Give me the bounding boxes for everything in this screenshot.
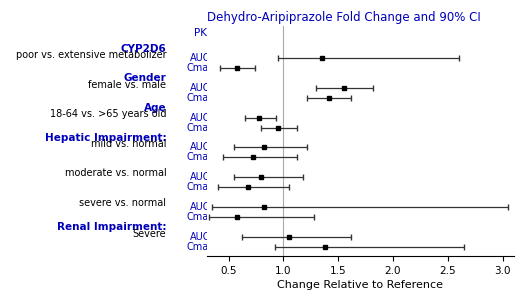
Text: Severe: Severe [133,228,166,238]
Text: Dehydro-Aripiprazole Fold Change and 90% CI: Dehydro-Aripiprazole Fold Change and 90%… [206,11,481,24]
Text: Cmax: Cmax [187,123,215,133]
Text: 18-64 vs. >65 years old: 18-64 vs. >65 years old [50,109,166,119]
Text: mild vs. normal: mild vs. normal [91,139,166,149]
Text: AUC: AUC [190,142,211,153]
Text: AUC: AUC [190,172,211,182]
Text: moderate vs. normal: moderate vs. normal [64,168,166,178]
Text: Cmax: Cmax [187,152,215,162]
Text: poor vs. extensive metabolizer: poor vs. extensive metabolizer [16,50,166,60]
Text: Cmax: Cmax [187,93,215,103]
Text: AUC: AUC [190,83,211,93]
Text: Age: Age [144,103,166,113]
Text: female vs. male: female vs. male [89,80,166,90]
Text: Cmax: Cmax [187,242,215,252]
Text: severe vs. normal: severe vs. normal [79,198,166,208]
Text: Cmax: Cmax [187,63,215,73]
Text: Gender: Gender [124,74,166,83]
Text: CYP2D6: CYP2D6 [121,44,166,54]
Text: AUC: AUC [190,53,211,63]
Text: Cmax: Cmax [187,182,215,192]
Text: Cmax: Cmax [187,212,215,222]
Text: Renal Impairment:: Renal Impairment: [57,223,166,233]
Text: AUC: AUC [190,202,211,212]
Text: PK: PK [194,28,207,38]
Text: Hepatic Impairment:: Hepatic Impairment: [45,133,166,143]
X-axis label: Change Relative to Reference: Change Relative to Reference [277,280,443,290]
Text: AUC: AUC [190,113,211,123]
Text: AUC: AUC [190,232,211,242]
